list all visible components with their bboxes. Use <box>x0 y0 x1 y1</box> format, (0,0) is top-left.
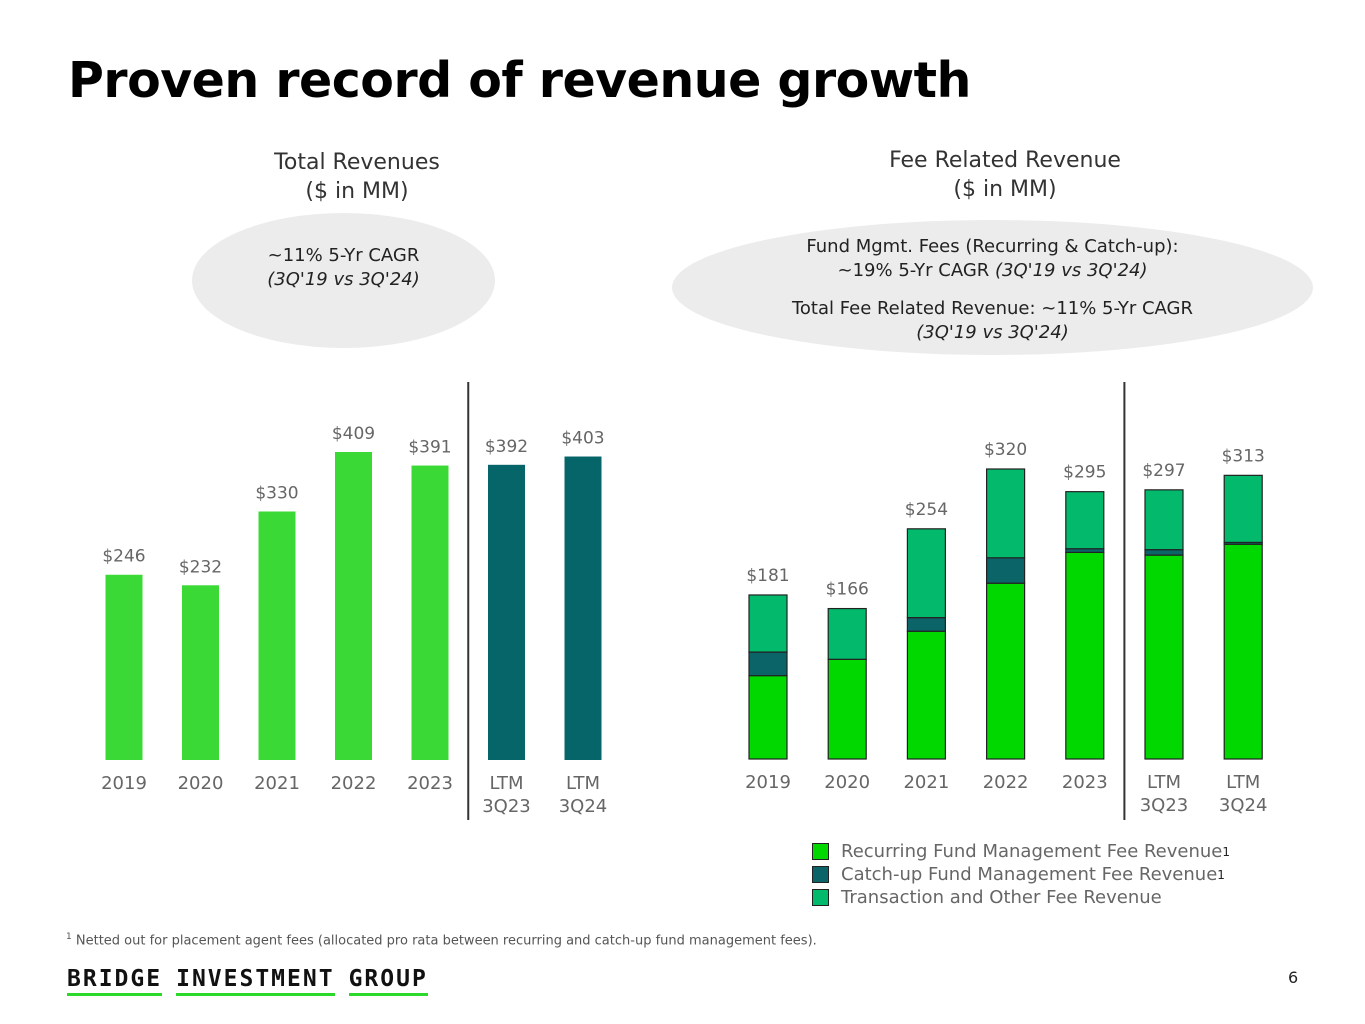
fee-revenue-legend: Recurring Fund Management Fee Revenue 1 C… <box>812 840 1230 909</box>
fee-revenue-label-ltm-3q23: $297 <box>1142 461 1185 481</box>
total-fee-cagr-line1: Total Fee Related Revenue: ~11% 5-Yr CAG… <box>791 298 1194 319</box>
footnote-marker: 1 <box>66 932 72 942</box>
fee-revenue-category-2021: 2021 <box>903 772 949 793</box>
legend-item-recurring: Recurring Fund Management Fee Revenue 1 <box>812 840 1230 863</box>
fee-revenue-bar-ltm-3q23-recurring <box>1144 554 1184 760</box>
fee-revenue-cagr-text: Fund Mgmt. Fees (Recurring & Catch-up): … <box>672 235 1313 345</box>
legend-sup-catch-up: 1 <box>1217 867 1225 882</box>
total-revenue-category-ltm-3q24: LTM <box>566 773 600 794</box>
page-title: Proven record of revenue growth <box>68 52 971 109</box>
fee-revenue-category-ltm-3q23: LTM <box>1147 772 1181 793</box>
total-revenue-bar-ltm-3q23 <box>488 464 525 760</box>
fee-revenue-bar-2022-recurring <box>985 582 1026 760</box>
total-revenues-cagr-line1: ~11% 5-Yr CAGR <box>267 245 420 266</box>
total-revenue-category-2022: 2022 <box>331 773 377 794</box>
fee-revenue-category-2019: 2019 <box>745 772 791 793</box>
fee-revenue-label-2020: $166 <box>826 580 869 600</box>
total-revenue-label-2023: $391 <box>408 438 451 458</box>
logo-word-bridge: BRIDGE <box>67 966 163 996</box>
legend-sup-recurring: 1 <box>1222 844 1231 859</box>
fee-revenue-label-2023: $295 <box>1063 463 1106 483</box>
fund-mgmt-cagr-line1: Fund Mgmt. Fees (Recurring & Catch-up): <box>806 236 1179 257</box>
legend-label-transaction: Transaction and Other Fee Revenue <box>841 887 1162 908</box>
fee-revenue-label-ltm-3q24: $313 <box>1222 446 1265 466</box>
fund-mgmt-cagr-period: (3Q'19 vs 3Q'24) <box>995 260 1148 281</box>
fee-revenue-bar-2022-transaction <box>985 468 1026 559</box>
total-revenue-label-ltm-3q24: $403 <box>561 429 604 449</box>
fee-revenue-bar-2023-transaction <box>1065 491 1105 550</box>
total-revenue-category-ltm-3q23: LTM <box>489 773 523 794</box>
fee-revenue-title-line2: ($ in MM) <box>953 177 1057 202</box>
fee-revenue-label-2022: $320 <box>984 440 1027 460</box>
total-revenue-label-2022: $409 <box>332 424 375 444</box>
total-revenue-bar-ltm-3q24 <box>564 456 602 760</box>
total-revenue-bar-2020 <box>182 585 219 760</box>
fee-revenue-title: Fee Related Revenue ($ in MM) <box>855 146 1155 204</box>
legend-label-catch-up: Catch-up Fund Management Fee Revenue <box>841 864 1218 885</box>
fund-mgmt-cagr-value: ~19% 5-Yr CAGR <box>837 260 995 281</box>
fee-revenue-category-2022: 2022 <box>983 772 1029 793</box>
fee-revenue-category-2023: 2023 <box>1062 772 1108 793</box>
footnote-text: Netted out for placement agent fees (all… <box>75 933 817 949</box>
total-revenue-category-2023: 2023 <box>407 773 453 794</box>
fee-revenue-title-line1: Fee Related Revenue <box>889 148 1121 173</box>
total-revenue-category-2019: 2019 <box>101 773 147 794</box>
fee-revenue-bar-2020-recurring <box>827 658 867 760</box>
total-fee-cagr-line2: (3Q'19 vs 3Q'24) <box>916 322 1069 343</box>
total-revenue-category-ltm-3q23-line2: 3Q23 <box>482 796 531 817</box>
fee-revenue-cagr-oval <box>672 220 1313 355</box>
total-revenue-label-2020: $232 <box>179 557 222 577</box>
logo-word-investment: INVESTMENT <box>176 966 335 996</box>
total-revenue-bar-2023 <box>411 465 449 760</box>
fee-revenue-bar-2019-catch-up <box>748 651 788 677</box>
fee-revenue-bar-2022-catch-up <box>985 557 1026 584</box>
fee-revenue-category-ltm-3q23-line2: 3Q23 <box>1140 795 1189 816</box>
total-revenue-label-2019: $246 <box>102 547 145 567</box>
legend-swatch-transaction <box>812 889 829 906</box>
footnote: 1 Netted out for placement agent fees (a… <box>66 932 817 948</box>
fee-revenue-bar-ltm-3q24-recurring <box>1223 543 1263 760</box>
total-revenue-bar-2021 <box>258 511 296 760</box>
fee-revenue-bar-2019-transaction <box>748 594 788 653</box>
total-revenue-label-ltm-3q23: $392 <box>485 437 528 457</box>
total-revenues-title-line2: ($ in MM) <box>305 179 409 204</box>
fee-revenue-bar-2019-recurring <box>748 675 788 760</box>
total-revenues-cagr-oval <box>192 213 495 348</box>
total-revenues-title: Total Revenues ($ in MM) <box>237 148 477 206</box>
legend-label-recurring: Recurring Fund Management Fee Revenue <box>841 841 1223 862</box>
legend-item-catch-up: Catch-up Fund Management Fee Revenue 1 <box>812 863 1230 886</box>
fee-revenue-bar-2021-recurring <box>906 630 947 760</box>
fee-revenue-bar-2020-transaction <box>827 607 867 660</box>
total-revenues-cagr-text: ~11% 5-Yr CAGR (3Q'19 vs 3Q'24) <box>192 244 495 292</box>
page-number: 6 <box>1288 968 1299 987</box>
total-revenues-title-line1: Total Revenues <box>274 150 440 175</box>
fee-revenue-label-2019: $181 <box>746 566 789 586</box>
legend-swatch-catch-up <box>812 866 829 883</box>
total-revenue-bar-2022 <box>335 452 372 760</box>
total-revenues-cagr-line2: (3Q'19 vs 3Q'24) <box>267 269 420 290</box>
fee-revenue-bar-2021-transaction <box>906 528 947 619</box>
fee-revenue-category-ltm-3q24-line2: 3Q24 <box>1219 795 1268 816</box>
total-revenue-category-ltm-3q24-line2: 3Q24 <box>559 796 608 817</box>
total-revenue-category-2020: 2020 <box>178 773 224 794</box>
fee-revenue-bar-2021-catch-up <box>906 617 947 632</box>
bridge-investment-group-logo: BRIDGE INVESTMENT GROUP <box>67 966 428 996</box>
legend-swatch-recurring <box>812 843 829 860</box>
total-revenue-category-2021: 2021 <box>254 773 300 794</box>
legend-item-transaction: Transaction and Other Fee Revenue <box>812 886 1230 909</box>
total-revenue-label-2021: $330 <box>255 483 298 503</box>
fee-revenue-label-2021: $254 <box>905 500 948 520</box>
fee-revenue-bar-ltm-3q23-catch-up <box>1144 549 1184 556</box>
fee-revenue-bar-ltm-3q23-transaction <box>1144 489 1184 551</box>
fee-revenue-category-ltm-3q24: LTM <box>1226 772 1260 793</box>
fee-revenue-bar-ltm-3q24-transaction <box>1223 474 1263 544</box>
fee-revenue-category-2020: 2020 <box>824 772 870 793</box>
logo-word-group: GROUP <box>348 966 428 996</box>
fund-mgmt-cagr-line2: ~19% 5-Yr CAGR (3Q'19 vs 3Q'24) <box>672 259 1313 283</box>
total-revenue-bar-2019 <box>105 574 143 760</box>
fee-revenue-bar-2023-recurring <box>1065 551 1105 760</box>
